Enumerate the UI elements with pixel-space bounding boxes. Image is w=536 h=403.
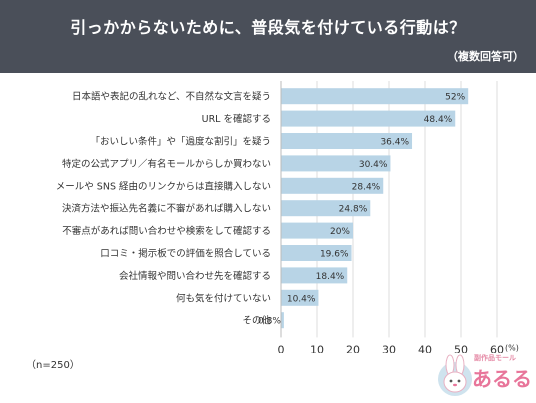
x-unit-label: (%) (505, 343, 519, 352)
data-label: 19.6% (320, 250, 349, 260)
x-tick-label: 10 (310, 343, 324, 353)
data-label: 0.8% (258, 317, 281, 327)
data-label: 36.4% (380, 138, 409, 148)
bar (281, 110, 456, 127)
bar (281, 133, 413, 149)
header-banner: 引っかからないために、普段気を付けている行動は？ （複数回答可） (0, 0, 536, 73)
bar (281, 88, 469, 105)
logo-tagline: 副作品モール (474, 354, 516, 362)
category-label: メールや SNS 経由のリンクからは直接購入しない (56, 180, 271, 192)
bar-chart: 日本語や表記の乱れなど、不自然な文言を疑う 52% URL を確認する 48.4% 「お… (56, 81, 519, 353)
category-label: 決済方法や振込先名義に不審があれば購入しない (62, 203, 271, 215)
data-label: 52% (445, 93, 465, 103)
data-label: 18.4% (316, 272, 345, 282)
rabbit-mascot-icon (438, 354, 472, 396)
x-tick-label: 60 (490, 343, 504, 353)
data-label: 30.4% (359, 160, 388, 170)
x-tick-label: 0 (278, 343, 285, 353)
x-tick-label: 30 (382, 343, 396, 353)
sample-size-note: （n=250） (26, 360, 80, 371)
category-label: 会社情報や問い合わせ先を確認する (119, 270, 271, 282)
category-label: URL を確認する (202, 113, 271, 125)
bar (281, 312, 284, 329)
bar (281, 200, 371, 217)
logo-wordmark: あるる (472, 367, 532, 391)
data-label: 48.4% (424, 115, 453, 125)
x-tick-label: 50 (454, 343, 468, 353)
bar (281, 222, 353, 239)
x-tick-label: 20 (346, 343, 360, 353)
data-label: 10.4% (287, 294, 316, 304)
category-label: 「おいしい条件」や「過度な割引」を疑う (90, 136, 271, 148)
category-label: 不審点があれば問い合わせや検索をして確認する (62, 225, 271, 237)
bar (281, 289, 319, 306)
category-label: その他 (242, 315, 271, 327)
category-label: 日本語や表記の乱れなど、不自然な文言を疑う (72, 91, 271, 103)
bar (281, 245, 352, 261)
data-label: 28.4% (352, 182, 381, 192)
bar (281, 155, 391, 172)
x-tick-label: 40 (418, 343, 432, 353)
data-label: 20% (330, 227, 350, 237)
category-label: 特定の公式アプリ／有名モールからしか買わない (62, 158, 271, 170)
bar (281, 267, 348, 284)
category-label: 口コミ・掲示板での評価を照合している (100, 248, 271, 260)
category-label: 何も気を付けていない (176, 292, 271, 304)
page-subtitle: （複数回答可） (447, 50, 524, 63)
page-title: 引っかからないために、普段気を付けている行動は？ (70, 18, 466, 37)
brand-logo: 副作品モール あるる (432, 353, 532, 399)
bar (281, 177, 384, 194)
data-label: 24.8% (339, 205, 368, 215)
